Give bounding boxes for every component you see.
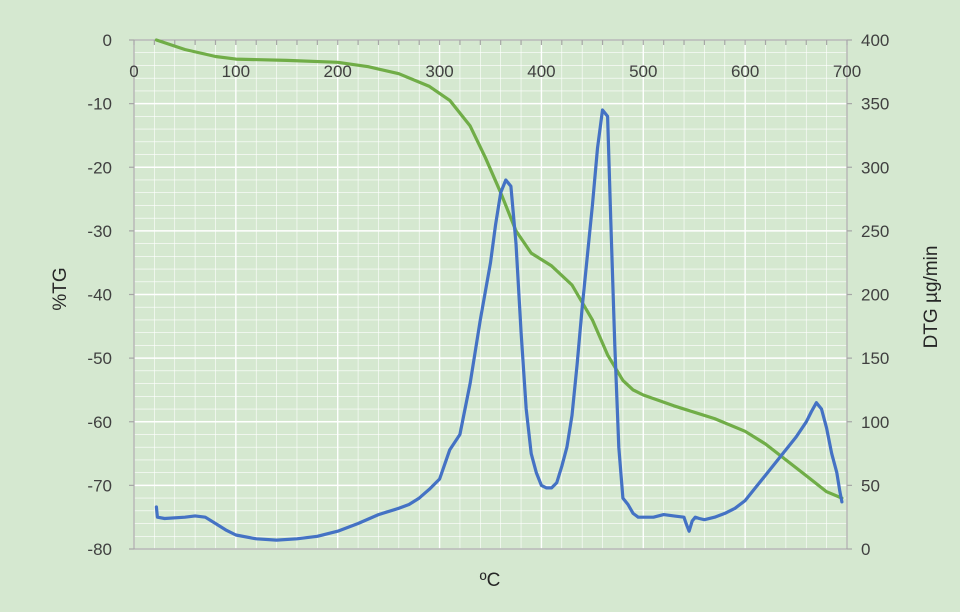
y-left-tick-label: -30	[87, 222, 112, 241]
x-tick-label: 600	[731, 62, 759, 81]
y-right-axis-title: DTG µg/min	[921, 246, 942, 349]
x-tick-label: 0	[129, 62, 138, 81]
y-right-tick-label: 300	[861, 158, 889, 177]
dtg-series-line	[154, 108, 844, 542]
x-tick-label: 500	[629, 62, 657, 81]
y-right-tick-label: 350	[861, 95, 889, 114]
x-tick-label: 200	[324, 62, 352, 81]
y-left-tick-label: -20	[87, 158, 112, 177]
y-left-tick-label: -60	[87, 413, 112, 432]
y-left-tick-label: -80	[87, 540, 112, 559]
y-left-axis-title: %TG	[50, 267, 71, 310]
y-left-tick-label: 0	[103, 31, 112, 50]
y-left-tick-label: -10	[87, 95, 112, 114]
y-right-tick-label: 250	[861, 222, 889, 241]
y-right-tick-label: 400	[861, 31, 889, 50]
axis-layer	[129, 39, 852, 550]
y-left-tick-label: -70	[87, 476, 112, 495]
x-tick-label: 100	[222, 62, 250, 81]
y-right-tick-label: 100	[861, 413, 889, 432]
y-right-tick-label: 200	[861, 286, 889, 305]
x-axis-title: ºC	[480, 570, 501, 591]
y-left-tick-label: -50	[87, 349, 112, 368]
y-right-tick-label: 150	[861, 349, 889, 368]
x-tick-label: 700	[833, 62, 861, 81]
grid-layer	[133, 39, 848, 550]
y-left-tick-label: -40	[87, 286, 112, 305]
y-right-tick-label: 0	[861, 540, 870, 559]
x-tick-label: 300	[425, 62, 453, 81]
x-tick-label: 400	[527, 62, 555, 81]
y-right-tick-label: 50	[861, 476, 880, 495]
label-layer: 0 100 200 300 400 500 600 7000-10-20-30-40-50-6…	[87, 31, 889, 559]
tg-series-line	[154, 38, 844, 500]
series-layer	[154, 38, 844, 542]
